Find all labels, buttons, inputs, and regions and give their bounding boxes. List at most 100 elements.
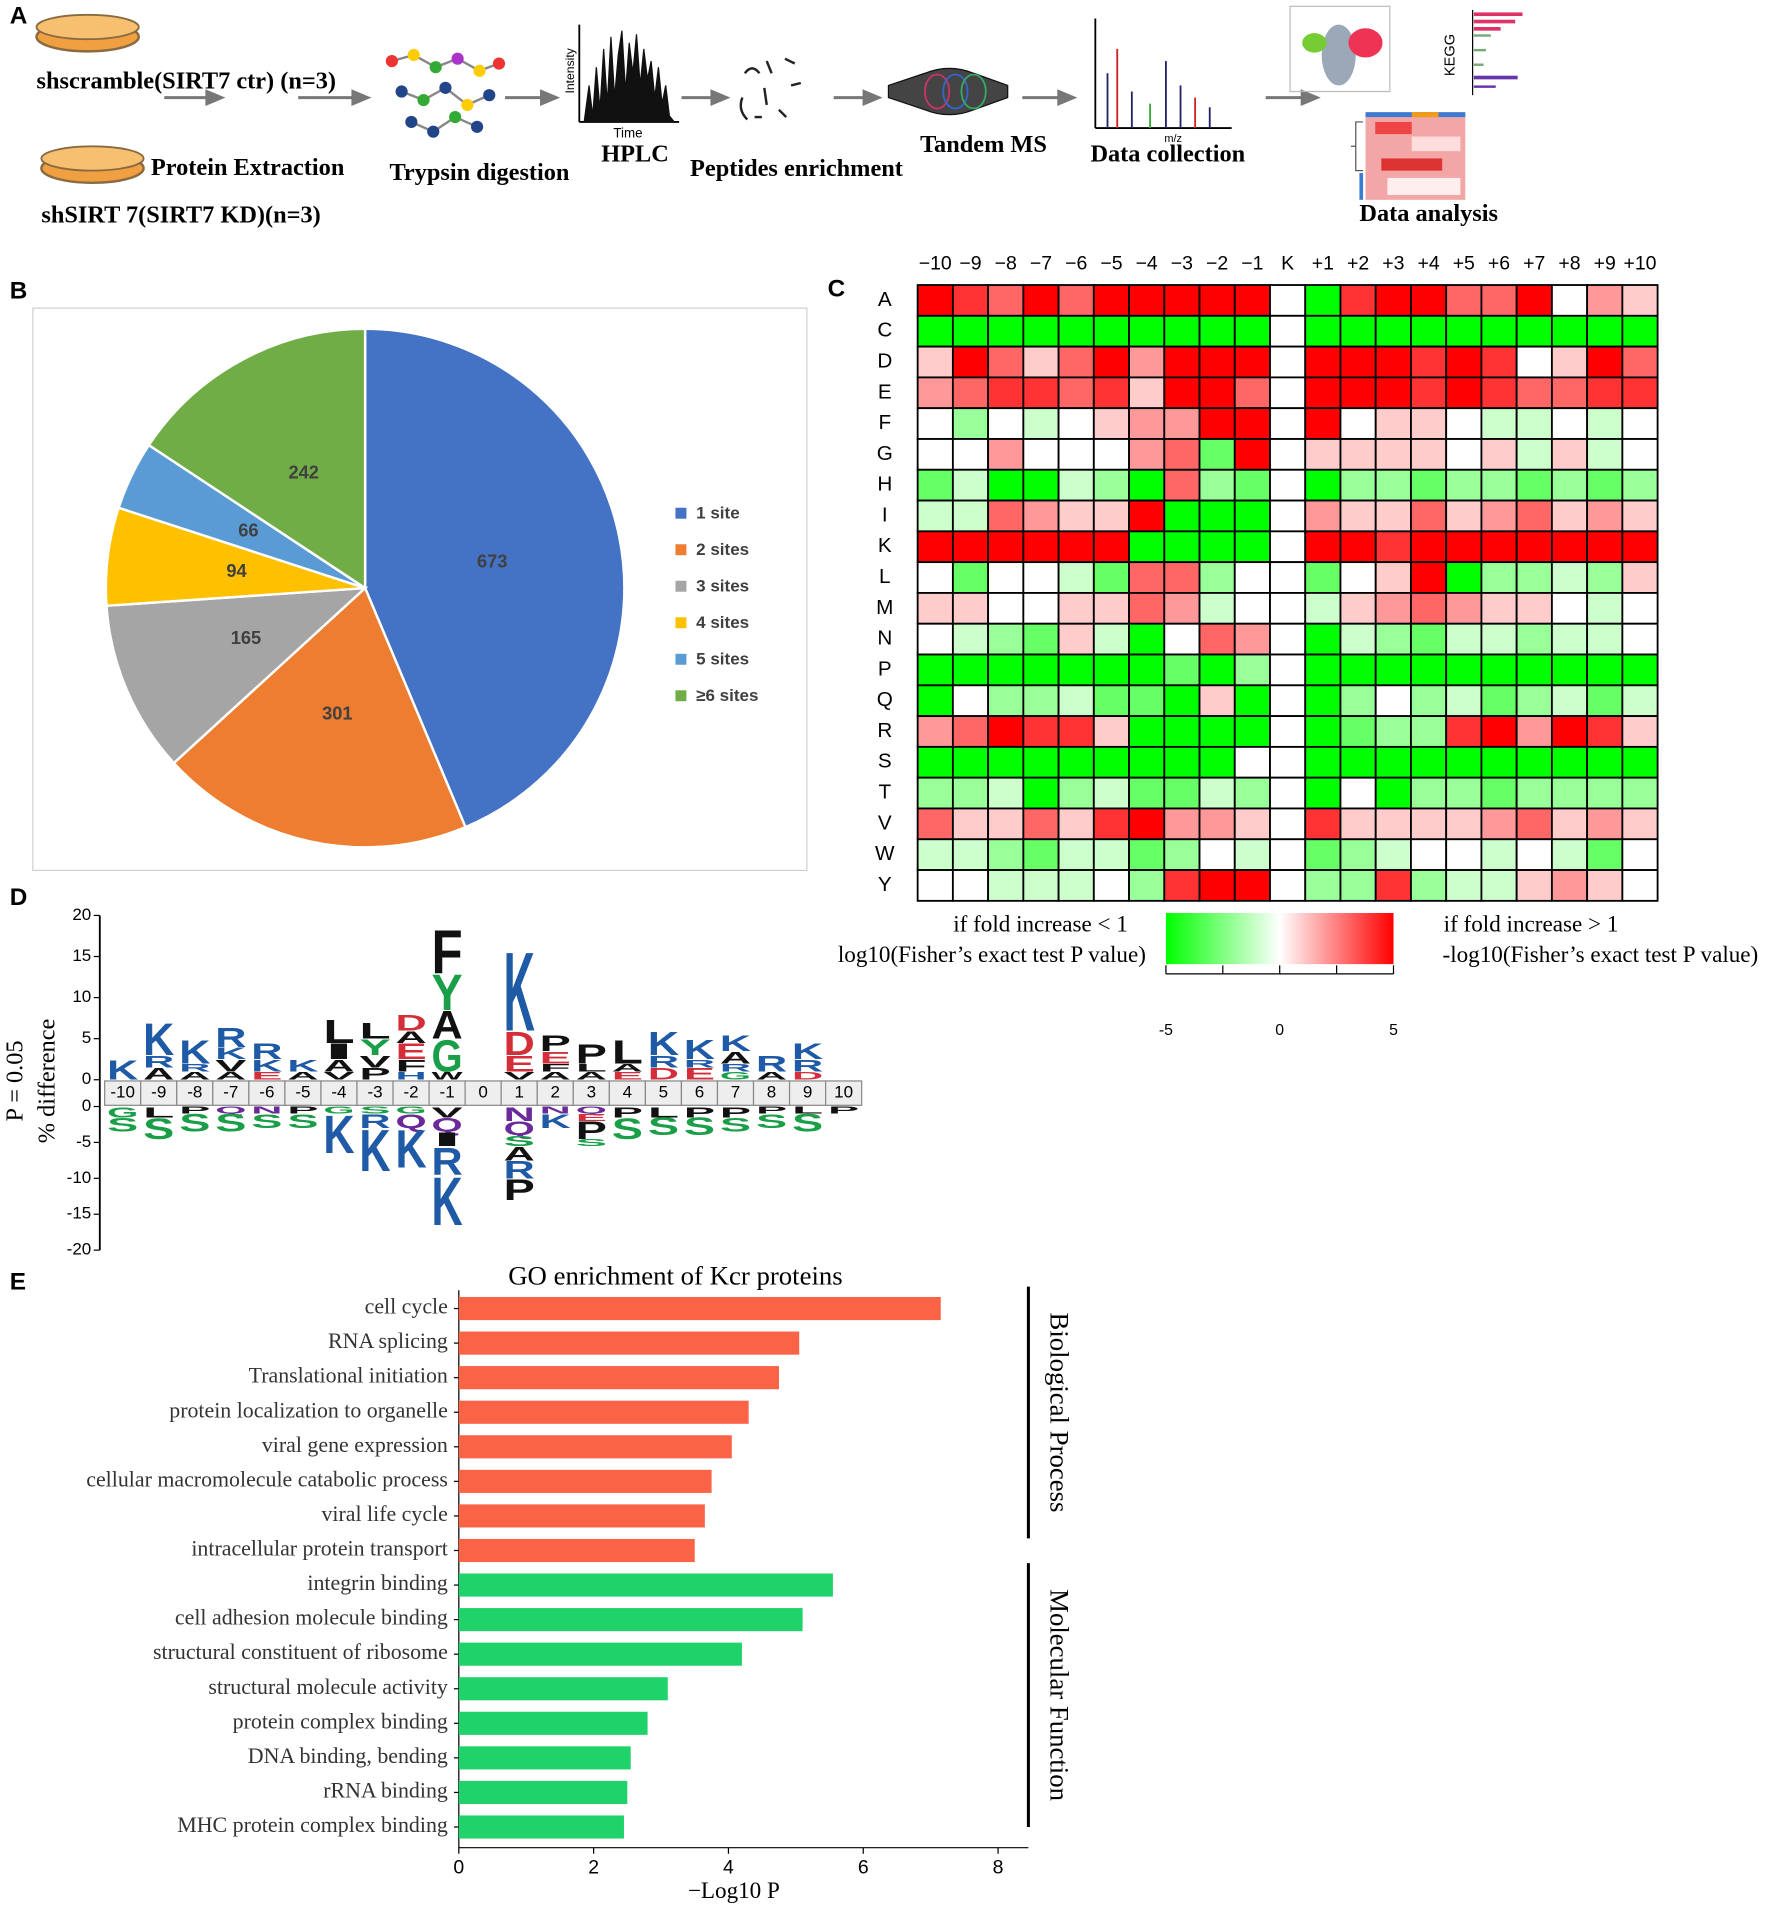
- heatmap-cell: [1304, 407, 1342, 440]
- dish-top: [35, 13, 140, 41]
- logo-letter: K: [540, 1111, 571, 1133]
- heatmap-cell: [1480, 745, 1518, 779]
- legend-text: log10(Fisher’s exact test P value): [838, 942, 1146, 968]
- heatmap-cell: [1057, 653, 1095, 687]
- heatmap-cell: [987, 715, 1025, 748]
- heatmap-cell: [951, 530, 990, 564]
- heatmap-cell: [1198, 653, 1236, 687]
- kegg-icon: [1472, 9, 1523, 96]
- heatmap-cell: [951, 776, 990, 810]
- heatmap-cell: [1304, 622, 1342, 656]
- position-box: [140, 1080, 178, 1106]
- heatmap-cell: [951, 407, 990, 440]
- heatmap-cell: [916, 684, 954, 718]
- heatmap-cell: [1550, 438, 1589, 471]
- position-box: [212, 1080, 250, 1106]
- heatmap-cell: [1445, 592, 1483, 625]
- heatmap-cell: [1269, 407, 1307, 440]
- heatmap-cell: [1374, 715, 1412, 748]
- position-label: -3: [367, 1083, 382, 1102]
- heatmap-cell: [1198, 745, 1236, 779]
- heatmap-cell: [1374, 745, 1412, 779]
- heatmap-cell: [1586, 376, 1624, 410]
- heatmap-cell: [1092, 592, 1130, 625]
- logo-letter: R: [359, 1111, 390, 1133]
- heatmap-cell: [916, 376, 954, 410]
- row-label: G: [877, 442, 893, 465]
- logo-letter: A: [179, 1070, 210, 1082]
- heatmap-cell: [916, 499, 954, 533]
- logo-letter: K: [359, 1119, 390, 1184]
- spectrum-icon: [1094, 18, 1232, 129]
- heatmap-cell: [1586, 622, 1624, 656]
- logo-letter: R: [179, 1061, 210, 1073]
- heatmap-cell: [1339, 838, 1377, 871]
- heatmap-cell: [1057, 869, 1095, 902]
- heatmap-cell: [951, 499, 990, 533]
- pie-slice: [147, 327, 367, 591]
- heatmap-cell: [1092, 376, 1130, 410]
- heatmap-cell: [1480, 592, 1518, 625]
- heatmap-cell: [1163, 284, 1201, 317]
- logo-letter: Q: [576, 1105, 607, 1116]
- heatmap-cell: [1621, 284, 1659, 317]
- axis-label: KEGG: [1443, 34, 1459, 76]
- heatmap-cell: [916, 530, 954, 564]
- heatmap-cell: [1586, 653, 1624, 687]
- heatmap-cell: [1233, 314, 1271, 348]
- column-label: −2: [1206, 252, 1228, 274]
- legend-label: 4 sites: [696, 613, 749, 632]
- label: Protein Extraction: [151, 154, 345, 181]
- logo-letter: A: [540, 1070, 571, 1082]
- heatmap-cell: [916, 715, 954, 748]
- column-label: +2: [1347, 252, 1369, 274]
- logo-letter: V: [323, 1070, 355, 1082]
- position-label: -5: [295, 1083, 310, 1102]
- row-label: P: [878, 657, 892, 680]
- row-label: E: [878, 380, 892, 403]
- heatmap-cell: [1163, 530, 1201, 564]
- pie-slice: [105, 586, 369, 765]
- heatmap-cell: [1092, 499, 1130, 533]
- y-tick-label: protein localization to organelle: [169, 1397, 448, 1422]
- heatmap-cell: [1586, 838, 1624, 871]
- logo-letter: S: [179, 1109, 210, 1137]
- logo-letter: A: [720, 1049, 751, 1068]
- logo-letter: P: [576, 1038, 607, 1070]
- heatmap-cell: [916, 314, 954, 348]
- heatmap-cell: [1445, 622, 1483, 656]
- y-tick-label: 5: [82, 1028, 91, 1047]
- heatmap-cell: [1621, 592, 1659, 625]
- heatmap-cell: [1374, 776, 1412, 810]
- heatmap-cell: [1586, 684, 1624, 718]
- heatmap-cell: [1410, 438, 1448, 471]
- logo-letter: P: [359, 1065, 390, 1084]
- heatmap-cell: [1233, 376, 1271, 410]
- heatmap-cell: [916, 345, 954, 379]
- heatmap-cell: [951, 345, 990, 379]
- chart-title: GO enrichment of Kcr proteins: [508, 1260, 842, 1290]
- heatmap-cell: [1233, 653, 1271, 687]
- heatmap-cell: [1022, 653, 1060, 687]
- data-label: 165: [231, 627, 261, 648]
- heatmap-cell: [1198, 838, 1236, 871]
- heatmap-cell: [1304, 715, 1342, 748]
- heatmap-cell: [1198, 869, 1236, 902]
- heatmap-cell: [1374, 653, 1412, 687]
- bar: [458, 1780, 628, 1805]
- heatmap-cell: [916, 745, 954, 779]
- column-label: +6: [1488, 252, 1510, 274]
- y-tick-label: intracellular protein transport: [191, 1536, 448, 1561]
- position-label: -1: [440, 1083, 455, 1102]
- x-tick-label: 4: [723, 1857, 734, 1879]
- label: HPLC: [601, 141, 669, 168]
- heatmap-cell: [1515, 776, 1553, 810]
- logo-letter: D: [395, 1011, 426, 1036]
- label: Data collection: [1090, 141, 1245, 168]
- heatmap-cell: [1304, 376, 1342, 410]
- heatmap-cell: [987, 838, 1025, 871]
- logo-letter: R: [432, 1139, 463, 1183]
- logo-letter: R: [143, 1053, 174, 1072]
- heatmap-cell: [1304, 653, 1342, 687]
- logo-letter: Q: [432, 1115, 463, 1137]
